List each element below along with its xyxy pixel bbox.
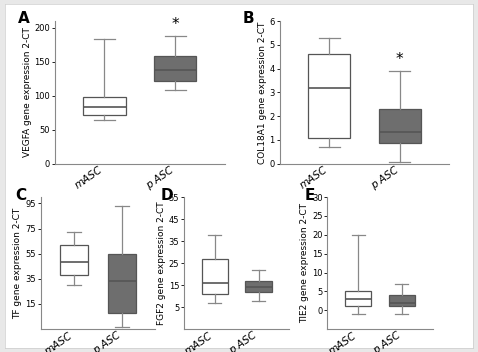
PathPatch shape	[345, 291, 371, 307]
Y-axis label: COL18A1 gene expression 2-CT: COL18A1 gene expression 2-CT	[258, 21, 267, 164]
PathPatch shape	[379, 109, 421, 144]
PathPatch shape	[60, 245, 88, 275]
Text: D: D	[161, 188, 174, 203]
PathPatch shape	[389, 295, 415, 307]
Text: C: C	[15, 188, 26, 203]
PathPatch shape	[245, 281, 272, 292]
Text: B: B	[242, 11, 254, 26]
Text: *: *	[171, 17, 179, 32]
Text: *: *	[396, 52, 403, 67]
Y-axis label: TF gene expression 2-CT: TF gene expression 2-CT	[13, 207, 22, 319]
PathPatch shape	[202, 259, 228, 294]
PathPatch shape	[108, 254, 136, 313]
Y-axis label: FGF2 gene expression 2-CT: FGF2 gene expression 2-CT	[157, 201, 166, 325]
PathPatch shape	[83, 97, 126, 115]
PathPatch shape	[154, 56, 196, 81]
Text: E: E	[304, 188, 315, 203]
PathPatch shape	[308, 54, 350, 138]
Y-axis label: TIE2 gene expression 2-CT: TIE2 gene expression 2-CT	[300, 203, 309, 323]
Y-axis label: VEGFA gene expression 2-CT: VEGFA gene expression 2-CT	[22, 27, 32, 157]
Text: A: A	[18, 11, 29, 26]
